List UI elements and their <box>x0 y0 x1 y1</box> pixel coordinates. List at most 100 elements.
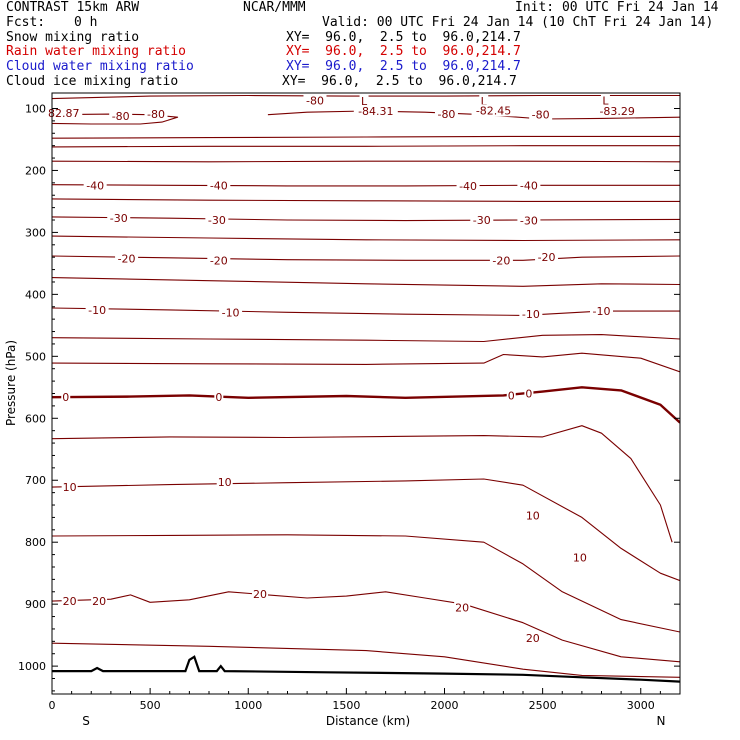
field-name-cloud-ice: Cloud ice mixing ratio <box>6 74 179 89</box>
contour-label-bg <box>517 179 541 192</box>
x-tick-label: 2500 <box>529 699 557 712</box>
contour-label: 20 <box>92 595 106 608</box>
contour-label: -83.29 <box>599 105 634 118</box>
contour-label-bg <box>471 104 516 117</box>
contour-label-bg <box>590 305 613 318</box>
contour-label-bg <box>85 303 109 316</box>
forecast-label: Fcst: <box>6 15 46 30</box>
contour-label-bg <box>434 108 458 121</box>
field-name-rain: Rain water mixing ratio <box>6 44 187 59</box>
contour-label-bg <box>535 251 559 264</box>
contour-label-bg <box>61 481 78 494</box>
contour-label-bg <box>303 94 327 107</box>
contour-label-bg <box>517 214 541 227</box>
contour-line-11 <box>52 277 680 287</box>
contour-line-3 <box>52 135 680 139</box>
contour-label-bg <box>207 254 231 267</box>
contour-label: 10 <box>63 481 77 494</box>
y-axis-title: Pressure (hPa) <box>4 340 18 426</box>
contour-label: 10 <box>526 510 540 523</box>
x-tick-label: 0 <box>49 699 56 712</box>
contour-line-4 <box>52 145 680 148</box>
contour-line-8 <box>52 216 680 222</box>
contour-line-17 <box>52 478 680 582</box>
plot-frame <box>51 92 681 695</box>
contour-label: -82.45 <box>476 104 511 117</box>
field-name-snow: Snow mixing ratio <box>6 30 140 45</box>
contour-label: L <box>602 94 609 107</box>
contour-label: 0 <box>215 391 222 404</box>
contour-label: -30 <box>520 215 538 228</box>
contour-label-bg <box>353 104 398 117</box>
contour-label: -30 <box>208 214 226 227</box>
contour-label: -80 <box>437 108 455 121</box>
contour-label-bg <box>61 391 71 404</box>
contour-label-bg <box>109 109 133 122</box>
contour-label: -40 <box>86 179 104 192</box>
contour-label-bg <box>529 108 553 121</box>
contour-label-bg <box>595 104 640 117</box>
y-tick-label: 200 <box>25 164 46 177</box>
x-tick-label: 1000 <box>234 699 262 712</box>
contour-label: -80 <box>306 94 324 107</box>
y-tick-label: 100 <box>25 102 46 115</box>
contour-label-bg <box>359 95 369 108</box>
model-title: CONTRAST 15km ARW <box>6 0 140 15</box>
contour-label-bg <box>115 252 139 265</box>
contour-label-bg <box>479 95 489 108</box>
contour-label: -30 <box>473 214 491 227</box>
y-tick-label: 700 <box>25 474 46 487</box>
contour-label: -10 <box>88 304 106 317</box>
forecast-hour: 0 h <box>74 15 98 30</box>
contour-label: -20 <box>210 254 228 267</box>
contour-label-bg <box>45 106 83 119</box>
contour-label: -20 <box>538 251 556 264</box>
contour-label: -84.31 <box>358 105 393 118</box>
contour-line-12 <box>52 307 680 316</box>
contour-label: -40 <box>520 179 538 192</box>
contour-label-bg <box>107 212 131 225</box>
x-tick-label: 2000 <box>431 699 459 712</box>
contour-label: -10 <box>522 308 540 321</box>
contour-label: -10 <box>593 305 611 318</box>
contour-line-9 <box>52 235 680 242</box>
contour-label-bg <box>506 389 516 402</box>
north-endpoint-label: N <box>657 714 666 728</box>
contour-label-bg <box>470 214 494 227</box>
terrain-profile <box>52 655 681 683</box>
field-xy-cloud-water: XY= 96.0, 2.5 to 96.0,214.7 <box>286 59 521 74</box>
y-tick-label: 800 <box>25 536 46 549</box>
contour-label-bg <box>524 509 541 522</box>
contour-label: 20 <box>253 588 267 601</box>
contour-label: -30 <box>110 212 128 225</box>
contour-label: -80 <box>112 110 130 123</box>
contour-label: 10 <box>573 552 587 565</box>
y-tick-label: 1000 <box>18 660 46 673</box>
contour-layer <box>52 94 680 678</box>
contour-label: L <box>361 95 368 108</box>
contour-label-bg <box>83 179 107 192</box>
contour-line-14 <box>52 352 680 373</box>
field-name-cloud-water: Cloud water mixing ratio <box>6 59 194 74</box>
axes-layer: 0 500 1000 1500 2000 2500 30001002003004005006… <box>18 92 681 712</box>
contour-line-18 <box>52 534 680 633</box>
contour-line-20 <box>52 642 680 678</box>
contour-label-bg <box>524 387 534 400</box>
contour-label: -10 <box>222 306 240 319</box>
contour-line-10 <box>52 255 680 261</box>
contour-label-layer: 82.87 -80 -80-80 L-84.31 -80L-82.45 -80L-83.2… <box>45 94 640 645</box>
contour-label-bg <box>524 632 541 645</box>
contour-label: -20 <box>118 252 136 265</box>
x-tick-label: 3000 <box>627 699 655 712</box>
x-tick-label: 500 <box>140 699 161 712</box>
contour-label: 0 <box>525 388 532 401</box>
x-tick-label: 1500 <box>332 699 360 712</box>
south-endpoint-label: S <box>82 714 90 728</box>
contour-label: L <box>481 95 488 108</box>
contour-line-19 <box>52 591 680 663</box>
contour-label-bg <box>252 588 269 601</box>
contour-label: 82.87 <box>48 107 80 120</box>
contour-label-bg <box>205 214 229 227</box>
contour-label-bg <box>456 179 480 192</box>
